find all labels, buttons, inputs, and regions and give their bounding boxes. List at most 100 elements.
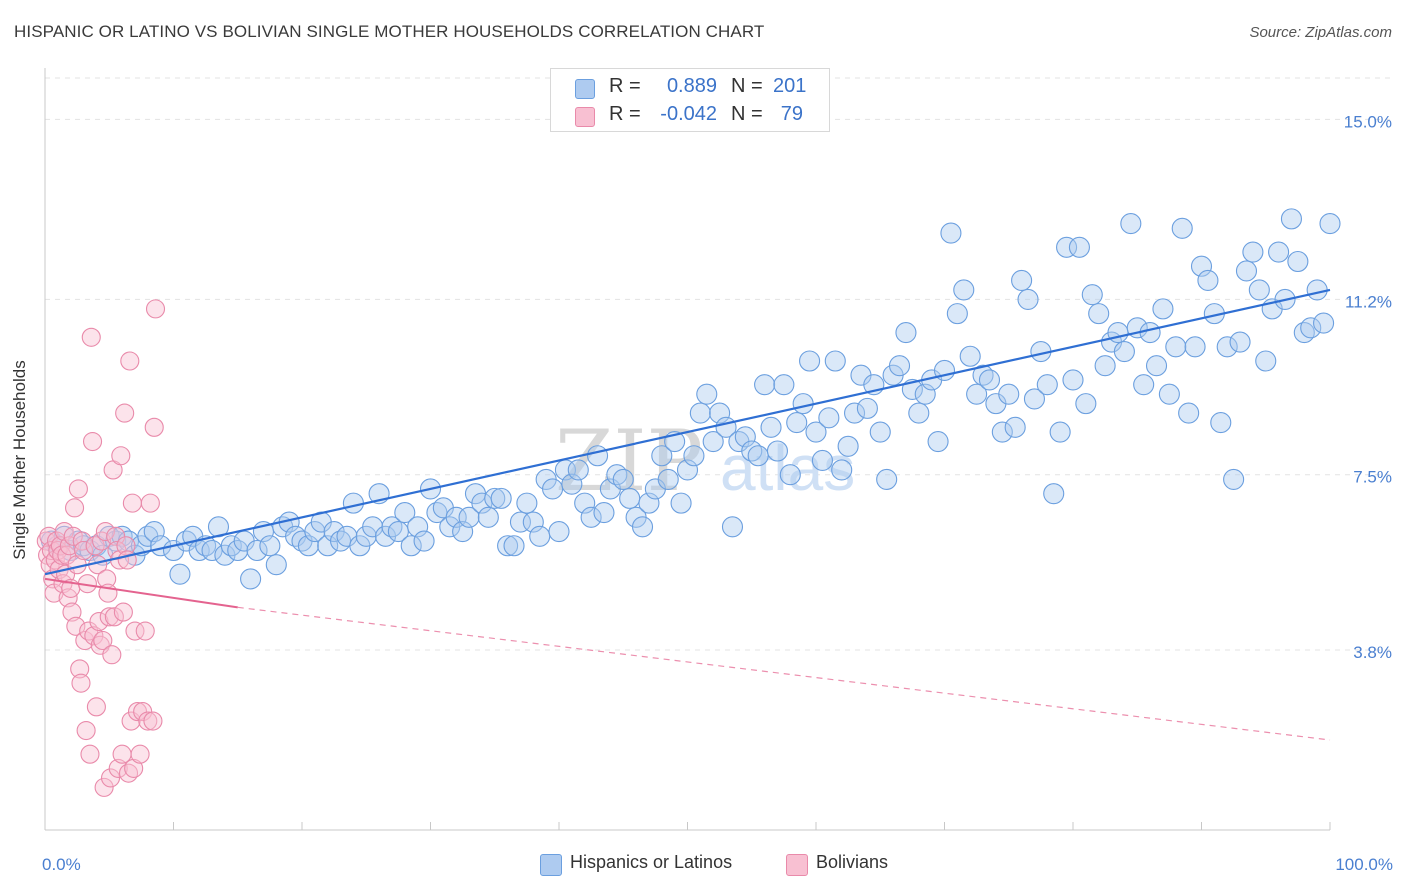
watermark-atlas: atlas [720,432,855,504]
point-hispanic [1216,336,1238,358]
point-hispanic [1133,374,1155,396]
point-hispanic [1300,317,1322,339]
point-hispanic [407,516,429,538]
stats-row-hispanic: R = 0.889 N = 201 [551,73,829,101]
point-hispanic [651,445,673,467]
point-hispanic [657,468,679,490]
point-hispanic [709,402,731,424]
r-value: -0.042 [660,103,717,125]
point-hispanic [612,468,634,490]
point-hispanic [676,459,699,481]
point-hispanic [1139,322,1161,344]
point-hispanic [317,535,339,557]
point-bolivian [133,702,153,722]
y-tick-label: 7.5% [1353,468,1392,487]
x-tick-label-min: 0.0% [42,855,81,874]
point-hispanic [1023,388,1045,410]
point-hispanic [619,487,641,509]
point-hispanic [1210,412,1232,434]
point-hispanic [1165,336,1187,358]
point-bolivian [135,621,155,641]
point-hispanic [760,416,782,438]
trend-bolivian-solid [44,577,238,609]
point-bolivian [65,498,85,518]
point-bolivian [122,493,142,513]
point-hispanic [1036,374,1058,396]
point-hispanic [452,520,474,543]
point-hispanic [169,563,191,585]
tick-labels: 3.8% 7.5% 11.2% 15.0% 0.0% 100.0% [42,112,1393,874]
point-hispanic [1004,416,1026,438]
stats-row-bolivian: R = -0.042 N = 79 [551,101,829,129]
stats-swatch-hispanic [575,79,595,99]
chart-title: HISPANIC OR LATINO VS BOLIVIAN SINGLE MO… [14,22,765,41]
point-bolivian [71,673,91,693]
point-hispanic [702,430,724,453]
point-hispanic [477,506,499,528]
point-hispanic [1178,402,1200,424]
legend-label-bolivian: Bolivians [816,852,889,872]
point-bolivian [100,768,121,788]
x-tick-label-max: 100.0% [1335,855,1393,874]
point-bolivian [102,645,122,665]
point-hispanic [1313,312,1335,334]
point-bolivian [81,327,101,347]
point-hispanic [888,355,911,377]
point-bolivian [66,616,86,636]
point-hispanic [734,426,756,448]
point-hispanic [586,445,609,467]
point-bolivian [41,540,61,561]
point-hispanic [1049,421,1071,443]
point-hispanic [1190,255,1213,277]
legend-swatch-bolivian [786,854,808,876]
point-hispanic [509,511,532,533]
point-hispanic [143,520,165,543]
point-bolivian [93,630,113,651]
point-hispanic [458,506,480,528]
point-hispanic [1017,288,1039,310]
stats-legend: R = 0.889 N = 201 R = -0.042 N = 79 [550,68,830,132]
point-hispanic [940,222,962,244]
point-hispanic [1223,468,1245,490]
y-axis-label: Single Mother Households [10,360,29,560]
point-hispanic [696,383,718,405]
trend-lines [44,288,1331,741]
n-label: N = [731,75,763,97]
point-hispanic [1075,393,1097,415]
point-bolivian [124,758,144,778]
point-hispanic [908,402,930,424]
point-bolivian [145,299,166,319]
stats-swatch-bolivian [575,107,595,127]
point-hispanic [670,492,692,514]
point-hispanic [927,430,949,453]
point-hispanic [978,369,1001,391]
point-hispanic [1081,284,1103,306]
n-label: N = [731,103,763,125]
point-bolivian [89,611,109,632]
point-hispanic [811,449,833,472]
point-hispanic [991,421,1013,443]
point-hispanic [484,487,506,509]
source-credit: Source: ZipAtlas.com [1249,24,1392,41]
point-bolivian [116,536,136,556]
point-hispanic [1280,208,1302,230]
point-hispanic [1011,269,1033,292]
n-value: 201 [773,75,807,97]
point-hispanic [747,445,769,467]
point-bolivian [72,531,92,551]
point-bolivian [106,526,126,546]
point-hispanic [953,279,975,301]
point-hispanic [1319,213,1341,235]
point-hispanic [631,516,654,538]
point-hispanic [799,350,821,372]
point-bolivian [54,521,74,542]
y-tick-label: 3.8% [1353,643,1392,662]
point-hispanic [792,393,814,415]
point-hispanic [394,502,416,524]
point-hispanic [516,492,538,514]
point-hispanic [1120,213,1142,235]
point-hispanic [638,492,660,514]
point-hispanic [548,520,570,543]
y-tick-label: 15.0% [1344,112,1392,131]
point-hispanic [574,492,596,514]
